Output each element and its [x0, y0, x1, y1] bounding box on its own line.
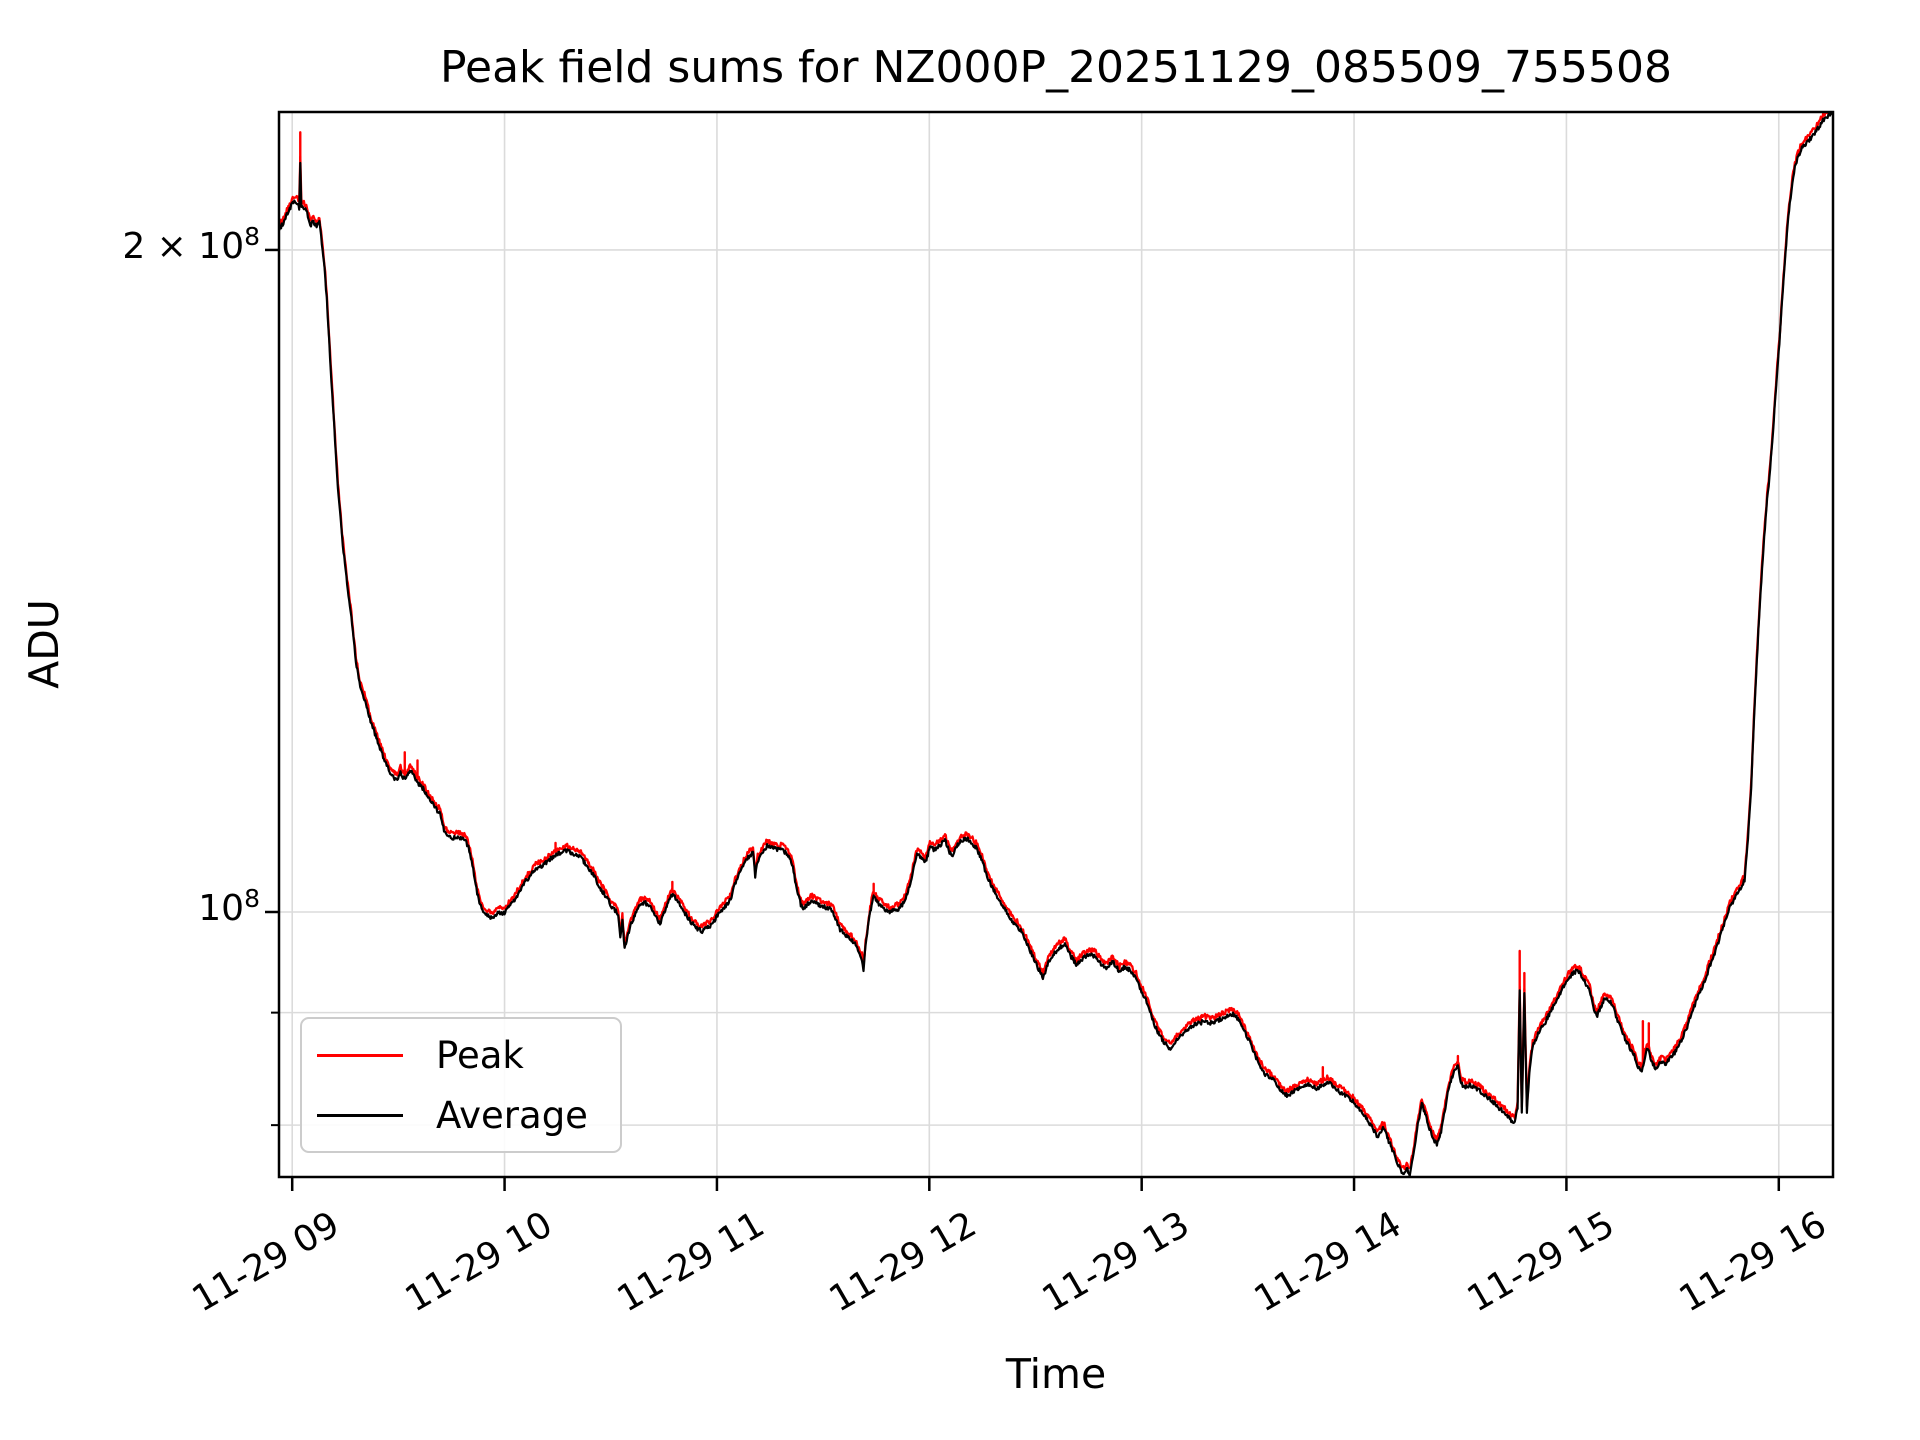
legend-entry-average: Average	[302, 1089, 620, 1141]
legend-label-average: Average	[436, 1093, 588, 1137]
legend: Peak Average	[300, 1017, 622, 1153]
y-axis-label: ADU	[20, 599, 68, 689]
x-axis-label: Time	[1005, 1350, 1107, 1398]
average-line-sample	[317, 1113, 403, 1117]
legend-entry-peak: Peak	[302, 1029, 620, 1081]
legend-label-peak: Peak	[436, 1033, 524, 1077]
chart-title: Peak field sums for NZ000P_20251129_0855…	[440, 42, 1672, 93]
peak-line-sample	[317, 1053, 403, 1057]
y-tick-label: 108	[198, 884, 260, 929]
y-tick-label: 2 × 108	[122, 221, 260, 267]
